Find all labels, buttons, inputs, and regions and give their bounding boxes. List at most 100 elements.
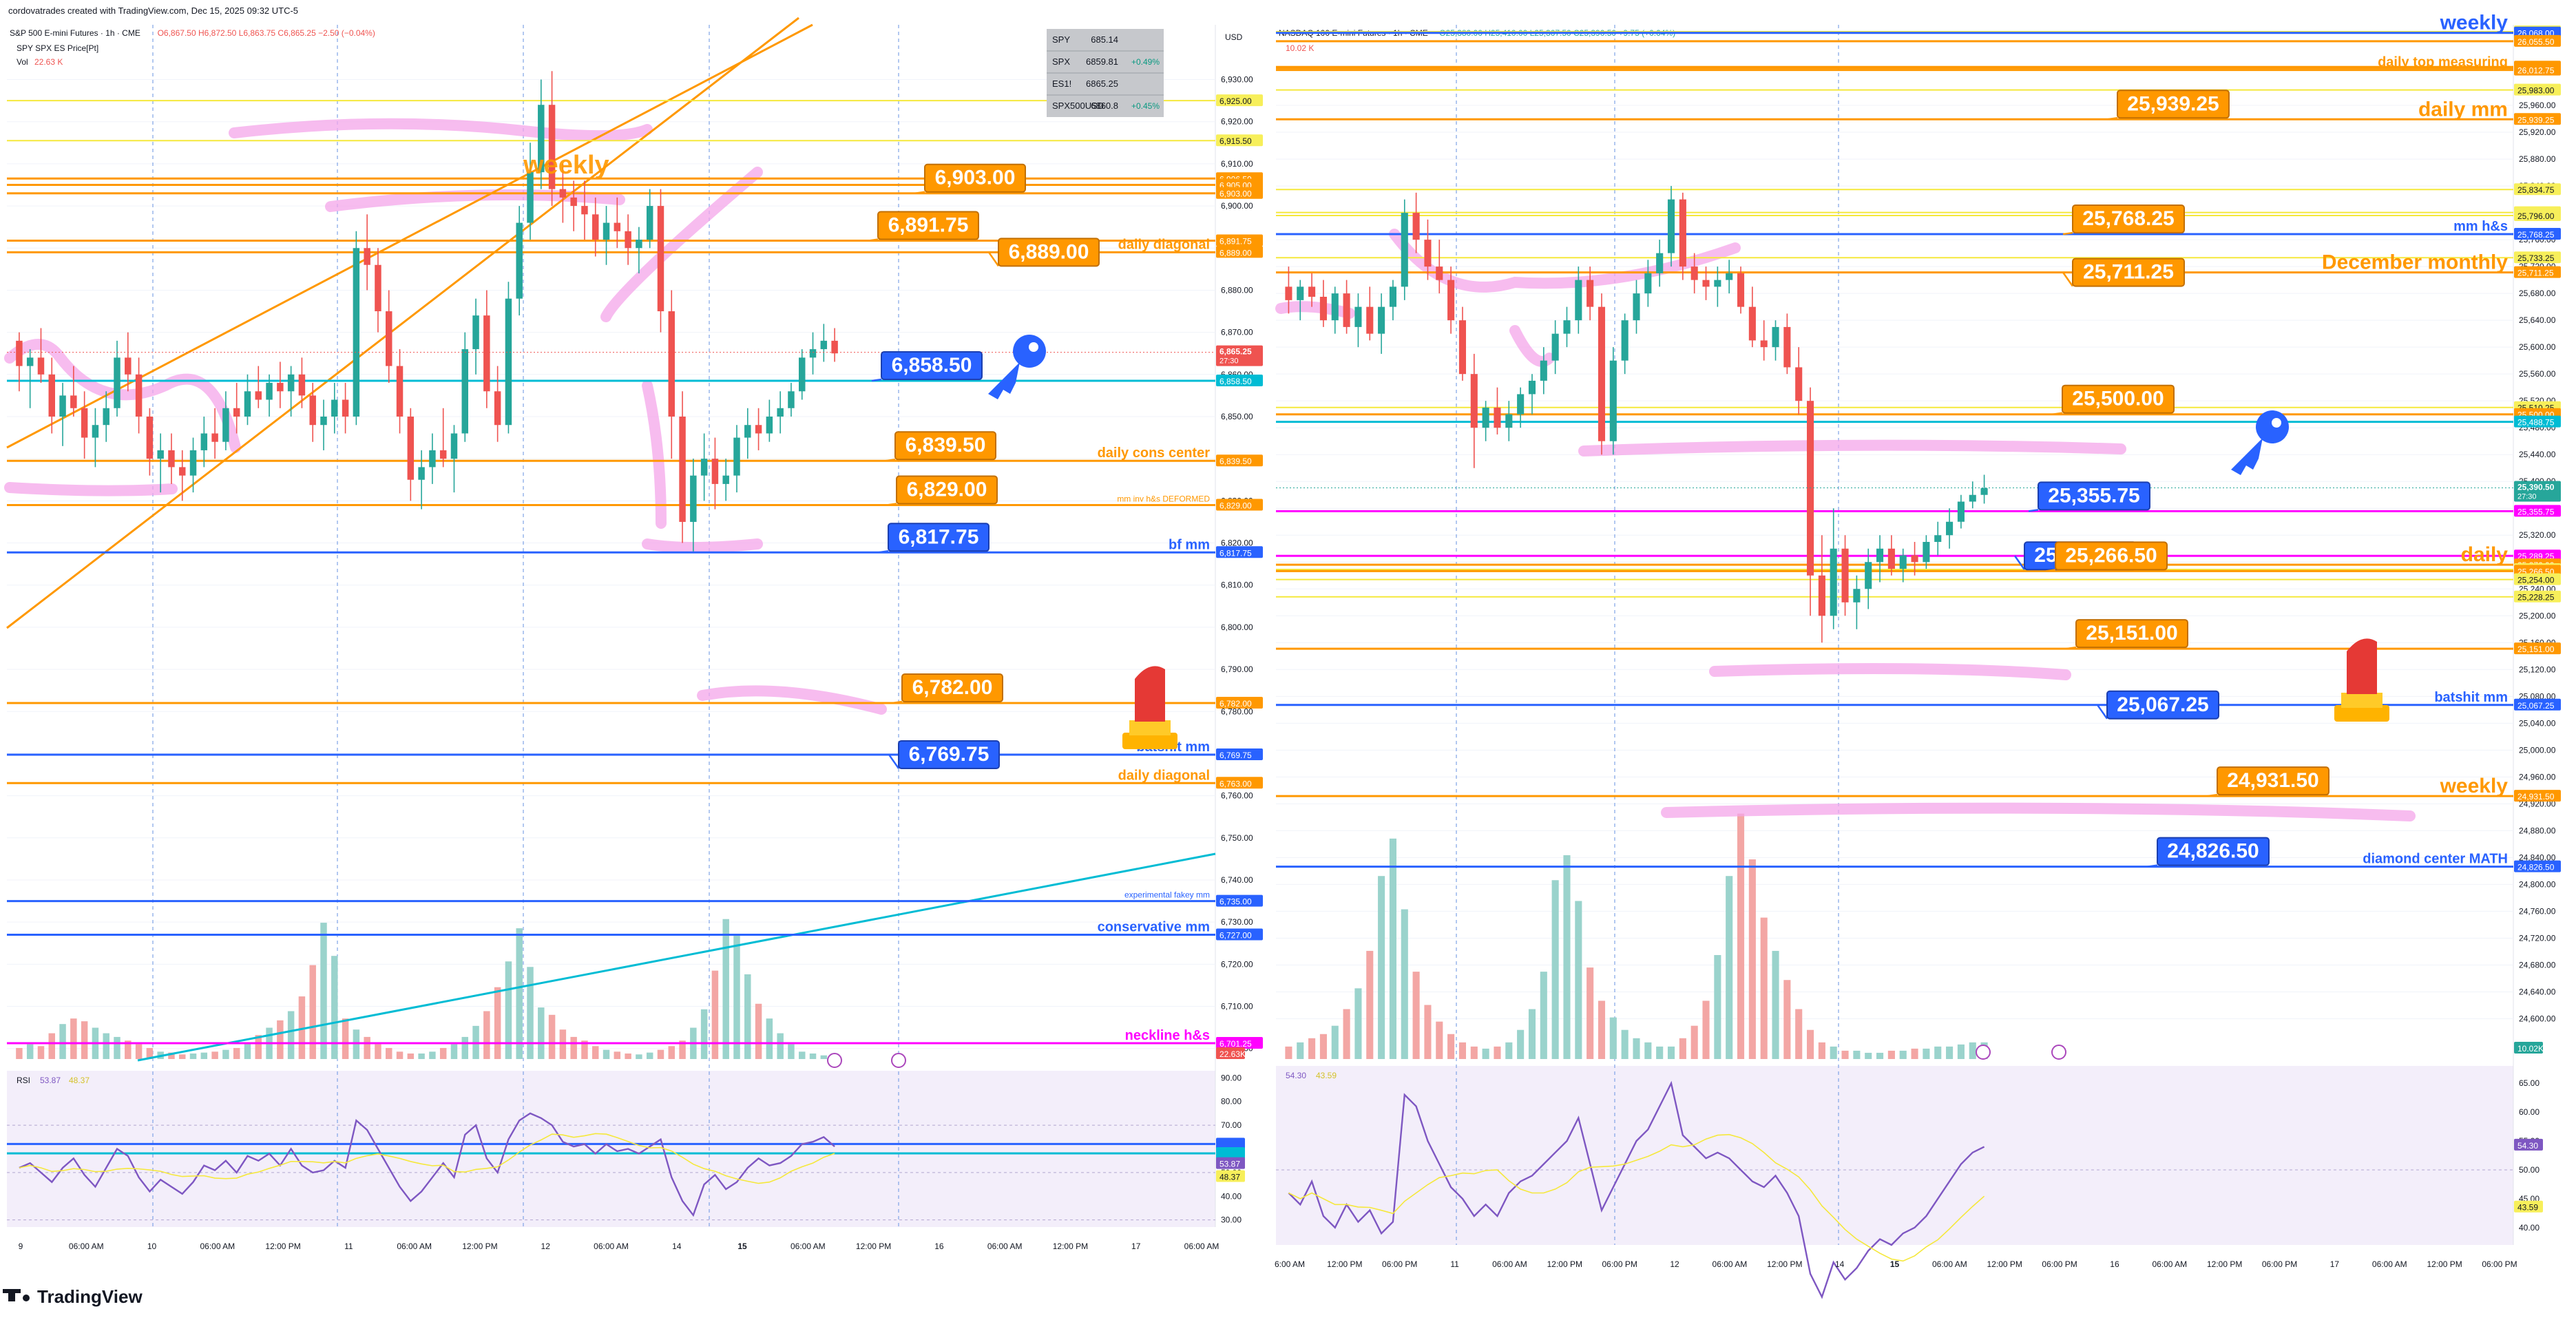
candle-body[interactable] xyxy=(690,475,697,522)
candle-body[interactable] xyxy=(386,311,392,366)
candle-body[interactable] xyxy=(255,391,262,400)
price-callout[interactable] xyxy=(2117,90,2230,119)
candle-body[interactable] xyxy=(135,374,143,417)
candle-body[interactable] xyxy=(146,416,154,459)
candle-body[interactable] xyxy=(700,459,708,476)
candle-body[interactable] xyxy=(1980,488,1988,495)
candle-body[interactable] xyxy=(396,366,404,417)
candle-body[interactable] xyxy=(516,222,523,299)
candle-body[interactable] xyxy=(125,357,132,375)
price-callout[interactable] xyxy=(2157,837,2270,866)
candle-body[interactable] xyxy=(1679,199,1686,267)
candle-body[interactable] xyxy=(222,408,229,442)
candle-body[interactable] xyxy=(1667,199,1675,253)
candle-body[interactable] xyxy=(92,425,99,438)
candle-body[interactable] xyxy=(1899,555,1907,569)
candle-body[interactable] xyxy=(48,374,55,417)
candle-body[interactable] xyxy=(16,340,23,366)
candle-body[interactable] xyxy=(657,206,664,312)
candle-body[interactable] xyxy=(103,408,109,426)
candle-body[interactable] xyxy=(1563,320,1571,334)
candle-body[interactable] xyxy=(1598,306,1606,441)
candle-body[interactable] xyxy=(1609,360,1617,441)
candle-body[interactable] xyxy=(1621,320,1629,361)
candle-body[interactable] xyxy=(287,374,295,392)
candle-body[interactable] xyxy=(1285,286,1292,300)
candle-body[interactable] xyxy=(418,467,425,480)
price-pane[interactable] xyxy=(1276,25,2513,1064)
candle-body[interactable] xyxy=(483,315,490,392)
candle-body[interactable] xyxy=(233,408,240,417)
price-callout[interactable] xyxy=(2072,258,2185,287)
candle-body[interactable] xyxy=(777,408,784,417)
candle-body[interactable] xyxy=(1911,555,1918,563)
candle-body[interactable] xyxy=(646,206,653,240)
candle-body[interactable] xyxy=(1331,293,1339,321)
candle-body[interactable] xyxy=(461,349,468,434)
candle-body[interactable] xyxy=(603,222,610,240)
price-callout[interactable] xyxy=(894,431,996,461)
candle-body[interactable] xyxy=(1354,306,1362,327)
candle-body[interactable] xyxy=(1575,280,1582,321)
price-callout[interactable] xyxy=(888,523,989,552)
candle-body[interactable] xyxy=(788,391,795,408)
price-pane[interactable] xyxy=(7,25,1215,1064)
candle-body[interactable] xyxy=(1923,542,1930,563)
candle-body[interactable] xyxy=(1482,407,1489,428)
price-callout[interactable] xyxy=(898,740,1000,769)
candle-body[interactable] xyxy=(37,357,45,375)
candle-body[interactable] xyxy=(799,357,806,392)
candle-body[interactable] xyxy=(1876,548,1884,563)
candle-body[interactable] xyxy=(309,395,316,426)
candle-body[interactable] xyxy=(114,357,121,408)
candle-body[interactable] xyxy=(1795,367,1803,401)
candle-body[interactable] xyxy=(1401,213,1408,287)
candle-body[interactable] xyxy=(320,416,327,426)
candle-body[interactable] xyxy=(820,340,828,350)
candle-body[interactable] xyxy=(450,433,458,459)
candle-body[interactable] xyxy=(766,416,773,434)
candle-body[interactable] xyxy=(733,437,740,476)
candle-body[interactable] xyxy=(472,315,479,350)
price-callout[interactable] xyxy=(2062,384,2175,414)
candle-body[interactable] xyxy=(277,383,284,392)
right-chart-panel[interactable]: NASDAQ 100 E-mini Futures · 1h · CMEO25,… xyxy=(1275,12,2561,1299)
price-callout[interactable] xyxy=(2106,690,2219,720)
candle-body[interactable] xyxy=(1633,293,1640,321)
candle-body[interactable] xyxy=(1714,280,1721,287)
candle-body[interactable] xyxy=(1551,333,1559,361)
candle-body[interactable] xyxy=(1830,548,1837,616)
candle-body[interactable] xyxy=(26,357,34,366)
candle-body[interactable] xyxy=(364,248,370,265)
watchlist-symbol[interactable]: ES1! xyxy=(1052,78,1071,89)
price-callout[interactable] xyxy=(2038,481,2150,511)
price-callout[interactable] xyxy=(998,238,1100,267)
candle-body[interactable] xyxy=(1772,326,1779,348)
price-callout[interactable] xyxy=(2055,541,2168,571)
candle-body[interactable] xyxy=(625,231,631,249)
candle-body[interactable] xyxy=(331,399,338,417)
replay-icon[interactable] xyxy=(827,1053,842,1068)
candle-body[interactable] xyxy=(1505,414,1513,428)
candle-body[interactable] xyxy=(809,349,817,358)
candle-body[interactable] xyxy=(559,189,567,198)
candle-body[interactable] xyxy=(1447,280,1455,321)
candle-body[interactable] xyxy=(1726,273,1733,280)
candle-body[interactable] xyxy=(1644,273,1652,294)
candle-body[interactable] xyxy=(581,206,588,215)
candle-body[interactable] xyxy=(1528,380,1536,395)
candle-body[interactable] xyxy=(1934,535,1942,542)
watchlist-symbol[interactable]: SPX500USD xyxy=(1052,101,1104,111)
rsi-pane[interactable] xyxy=(7,1071,1215,1227)
candle-body[interactable] xyxy=(570,197,577,207)
candle-body[interactable] xyxy=(353,248,360,417)
candle-body[interactable] xyxy=(1969,494,1976,502)
candle-body[interactable] xyxy=(429,450,436,468)
candle-body[interactable] xyxy=(711,459,719,484)
candle-body[interactable] xyxy=(636,240,642,249)
candle-body[interactable] xyxy=(407,416,415,480)
candle-body[interactable] xyxy=(1378,306,1385,334)
candle-body[interactable] xyxy=(1319,297,1327,321)
candle-body[interactable] xyxy=(1760,340,1768,348)
